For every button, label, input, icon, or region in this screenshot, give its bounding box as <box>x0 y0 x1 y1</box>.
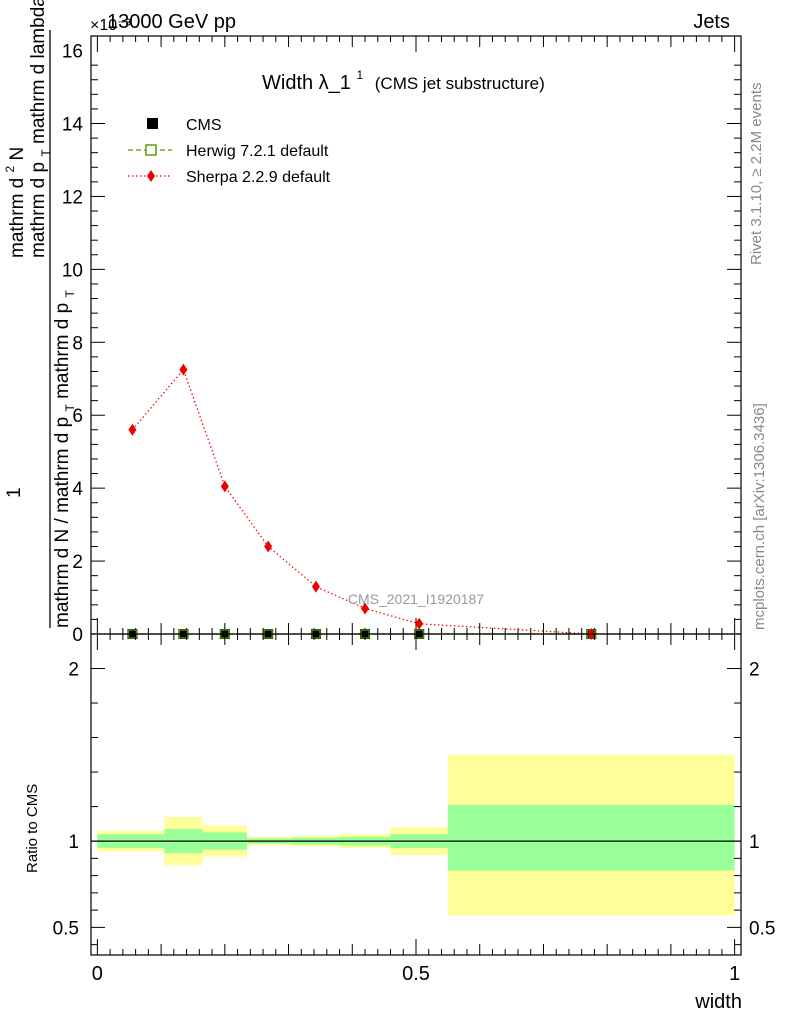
ratio-xtick-label: 1 <box>729 963 740 985</box>
ylabel-num-end: N <box>7 147 28 161</box>
chart-subtitle: (CMS jet substructure) <box>375 74 545 93</box>
main-ytick-label: 0 <box>72 625 83 646</box>
main-ytick-label: 4 <box>72 479 83 500</box>
main-ytick-label: 10 <box>62 260 83 281</box>
sherpa-point <box>220 480 229 493</box>
ratio-ytick-label-right: 0.5 <box>749 918 775 939</box>
header-right: Jets <box>693 11 730 33</box>
ylabel-num2-sub: T <box>39 149 53 157</box>
sherpa-point <box>361 602 370 615</box>
sherpa-point <box>179 363 188 376</box>
ratio-ytick-label: 0.5 <box>53 918 79 939</box>
legend-sherpa-marker <box>147 170 155 182</box>
ylabel-den-sub: T <box>63 404 77 412</box>
sherpa-point <box>264 540 273 553</box>
ratio-bands <box>97 754 735 916</box>
header-left: 13000 GeV pp <box>107 11 236 33</box>
chart-title-sup: 1 <box>357 68 364 82</box>
rivet-label: Rivet 3.1.10, ≥ 2.2M events <box>748 83 765 266</box>
legend: CMS Herwig 7.2.1 default Sherpa 2.2.9 de… <box>128 117 331 186</box>
ylabel-numerator: mathrm d 2 N <box>0 147 28 258</box>
main-ytick-label: 14 <box>62 115 84 136</box>
ratio-xtick-label: 0 <box>92 963 103 985</box>
ylabel-num2-text: mathrm d p <box>28 162 49 258</box>
y-axis-label: 1 mathrm d 2 N mathrm d p T mathrm d lam… <box>0 0 79 628</box>
ylabel-denominator: mathrm d N / mathrm d p T mathrm d p T <box>52 290 79 628</box>
mcplots-label: mcplots.cern.ch [arXiv:1306.3436] <box>751 403 768 630</box>
ylabel-prefix: 1 <box>4 487 25 498</box>
chart-title: Width λ_1 1 (CMS jet substructure) <box>262 62 545 94</box>
main-ytick-label: 12 <box>62 187 83 208</box>
ylabel-numerator-2: mathrm d p T mathrm d lambda <box>28 0 55 258</box>
main-ytick-label: 16 <box>62 42 83 63</box>
main-ytick-label: 2 <box>72 552 83 573</box>
analysis-watermark: CMS_2021_I1920187 <box>348 591 484 607</box>
ylabel-den-text: mathrm d N / mathrm d p <box>52 417 73 628</box>
sherpa-point <box>128 423 137 436</box>
ratio-ylabel: Ratio to CMS <box>24 784 41 873</box>
legend-herwig-label: Herwig 7.2.1 default <box>186 143 329 160</box>
ratio-ytick-label-right: 2 <box>749 660 760 681</box>
legend-cms-label: CMS <box>186 117 222 134</box>
main-ytick-label: 8 <box>72 333 83 354</box>
ratio-plot: 0 0.5 1 0.5 0.5 1 1 2 2 <box>53 633 775 985</box>
legend-sherpa-label: Sherpa 2.2.9 default <box>186 169 331 186</box>
ylabel-num-sup: 2 <box>3 165 17 172</box>
ylabel-den-sub2: T <box>63 290 77 298</box>
ylabel-num-text: mathrm d <box>7 178 28 258</box>
exponent-label: ×10⁻³ <box>90 17 132 34</box>
sherpa-point <box>415 617 424 630</box>
main-ytick-label: 6 <box>72 406 83 427</box>
legend-herwig-marker <box>145 144 157 156</box>
ratio-band-green-7 <box>447 804 735 871</box>
ratio-ytick-label: 2 <box>68 660 79 681</box>
ylabel-den-end: mathrm d p <box>52 303 73 399</box>
main-plot: 0 2 4 6 8 10 12 14 16 <box>62 35 742 646</box>
ylabel-num2-end: mathrm d lambda <box>28 0 49 144</box>
sherpa-point <box>311 580 320 593</box>
x-axis-label: width <box>694 991 742 1013</box>
legend-cms-marker <box>147 118 158 129</box>
sherpa-line <box>131 368 592 635</box>
ratio-xtick-label: 0.5 <box>402 963 430 985</box>
chart-title-main: Width λ_1 <box>262 72 351 94</box>
ratio-ytick-label: 1 <box>68 832 79 853</box>
ratio-ytick-label-right: 1 <box>749 832 760 853</box>
